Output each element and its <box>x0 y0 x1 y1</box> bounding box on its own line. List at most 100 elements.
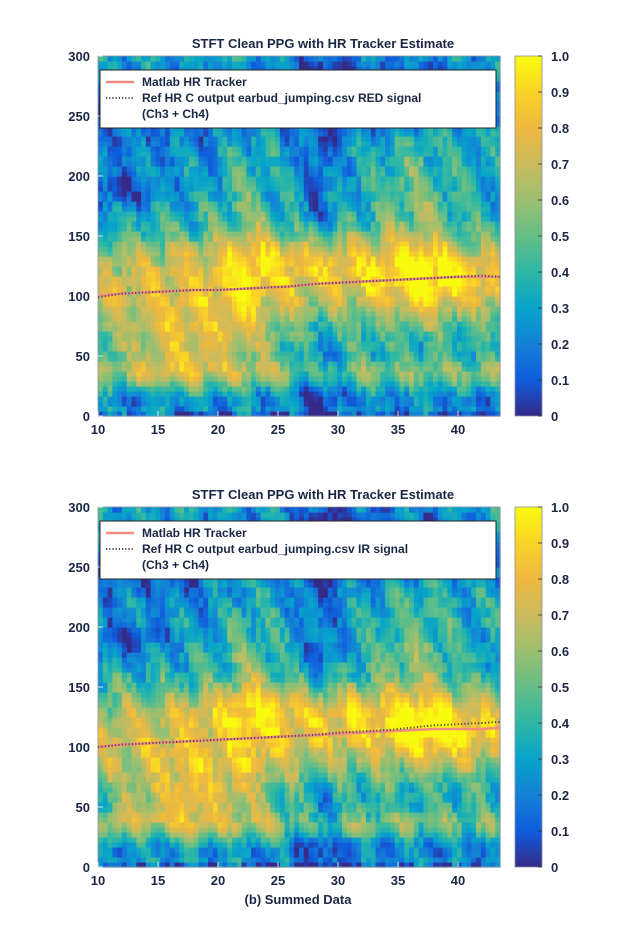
heatmap-cell <box>193 381 200 387</box>
heatmap-cell <box>121 411 128 417</box>
heatmap-cell <box>289 241 295 247</box>
heatmap-cell <box>308 301 314 307</box>
heatmap-cell <box>380 321 386 327</box>
heatmap-cell <box>332 186 338 192</box>
heatmap-cell <box>255 216 262 222</box>
heatmap-cell <box>265 136 271 142</box>
heatmap-cell <box>361 206 367 212</box>
heatmap-cell <box>117 391 123 397</box>
heatmap-cell <box>251 316 257 322</box>
heatmap-cell <box>227 276 233 282</box>
heatmap-cell <box>179 401 185 407</box>
heatmap-cell <box>217 146 224 152</box>
heatmap-cell <box>241 191 247 197</box>
heatmap-cell <box>265 291 271 297</box>
heatmap-cell <box>131 386 137 392</box>
heatmap-cell <box>265 131 271 137</box>
heatmap-cell <box>413 386 420 392</box>
heatmap-cell <box>208 131 214 137</box>
heatmap-cell <box>160 151 166 157</box>
heatmap-cell <box>179 246 185 252</box>
heatmap-cell <box>241 66 247 72</box>
heatmap-cell <box>236 191 243 197</box>
heatmap-cell <box>428 286 434 292</box>
heatmap-cell <box>418 326 425 332</box>
heatmap-cell <box>112 406 118 412</box>
heatmap-cell <box>418 311 425 317</box>
heatmap-cell <box>327 241 334 247</box>
heatmap-cell <box>198 326 204 332</box>
heatmap-cell <box>418 341 425 347</box>
heatmap-cell <box>322 401 329 407</box>
heatmap-cell <box>361 346 367 352</box>
heatmap-cell <box>227 376 233 382</box>
heatmap-cell <box>394 296 401 302</box>
heatmap-cell <box>174 231 180 237</box>
heatmap-cell <box>150 151 157 157</box>
heatmap-cell <box>112 261 118 267</box>
heatmap-cell <box>385 216 391 222</box>
heatmap-cell <box>351 61 358 67</box>
heatmap-cell <box>174 211 180 217</box>
heatmap-cell <box>227 206 233 212</box>
heatmap-cell <box>165 356 171 362</box>
heatmap-cell <box>222 231 228 237</box>
heatmap-cell <box>236 381 243 387</box>
heatmap-cell <box>342 296 348 302</box>
heatmap-cell <box>246 246 252 252</box>
heatmap-cell <box>260 311 267 317</box>
heatmap-cell <box>389 56 396 62</box>
heatmap-cell <box>413 326 420 332</box>
heatmap-cell <box>260 396 267 402</box>
heatmap-cell <box>141 391 147 397</box>
heatmap-cell <box>299 151 305 157</box>
heatmap-cell <box>141 141 147 147</box>
heatmap-cell <box>418 251 425 257</box>
heatmap-cell <box>385 341 391 347</box>
heatmap-cell <box>423 176 429 182</box>
heatmap-cell <box>145 206 152 212</box>
heatmap-cell <box>232 366 238 372</box>
heatmap-cell <box>131 371 137 377</box>
heatmap-cell <box>203 301 209 307</box>
heatmap-cell <box>217 181 224 187</box>
heatmap-cell <box>126 386 133 392</box>
heatmap-cell <box>370 161 377 167</box>
heatmap-cell <box>208 371 214 377</box>
heatmap-cell <box>389 166 396 172</box>
heatmap-cell <box>279 216 286 222</box>
heatmap-cell <box>356 266 362 272</box>
heatmap-cell <box>150 361 157 367</box>
heatmap-cell <box>198 316 204 322</box>
heatmap-cell <box>294 241 300 247</box>
heatmap-cell <box>208 306 214 312</box>
heatmap-cell <box>342 176 348 182</box>
heatmap-cell <box>270 246 276 252</box>
heatmap-cell <box>413 266 420 272</box>
heatmap-cell <box>351 256 358 262</box>
heatmap-cell <box>155 61 161 67</box>
heatmap-cell <box>346 286 353 292</box>
heatmap-cell <box>251 296 257 302</box>
heatmap-cell <box>356 261 362 267</box>
heatmap-cell <box>188 256 195 262</box>
heatmap-cell <box>385 156 391 162</box>
heatmap-cell <box>361 361 367 367</box>
heatmap-cell <box>375 406 381 412</box>
heatmap-cell <box>193 176 200 182</box>
heatmap-cell <box>289 191 295 197</box>
heatmap-cell <box>270 141 276 147</box>
heatmap-cell <box>428 411 434 417</box>
heatmap-cell <box>251 241 257 247</box>
heatmap-cell <box>255 196 262 202</box>
heatmap-cell <box>380 326 386 332</box>
heatmap-cell <box>385 366 391 372</box>
heatmap-cell <box>174 311 180 317</box>
heatmap-cell <box>337 66 343 72</box>
heatmap-cell <box>413 341 420 347</box>
heatmap-cell <box>294 146 300 152</box>
heatmap-cell <box>131 311 137 317</box>
heatmap-cell <box>303 271 310 277</box>
heatmap-cell <box>179 181 185 187</box>
heatmap-cell <box>265 166 271 172</box>
